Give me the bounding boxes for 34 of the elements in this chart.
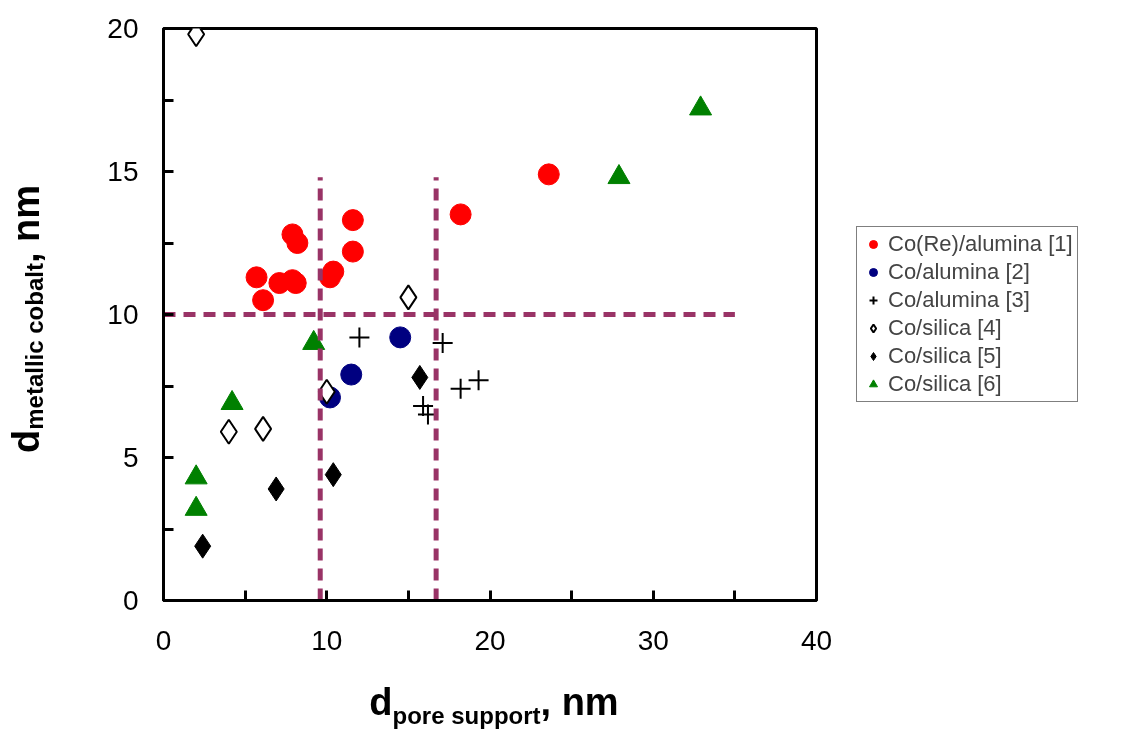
point: [322, 260, 345, 283]
point: [449, 377, 472, 400]
point: [467, 369, 490, 392]
legend-label: Co(Re)/alumina [1]: [888, 231, 1073, 257]
point: [348, 326, 371, 349]
point: [219, 418, 238, 445]
y-tick-label: 15: [107, 156, 139, 187]
point: [431, 332, 454, 355]
legend-label: Co/silica [6]: [888, 371, 1002, 397]
legend-label: Co/alumina [2]: [888, 259, 1030, 285]
point: [245, 266, 268, 289]
point: [341, 209, 364, 232]
point: [286, 232, 309, 254]
y-tick-label: 10: [107, 299, 139, 330]
point: [449, 203, 472, 226]
point: [399, 284, 418, 311]
point: [340, 363, 363, 386]
legend-label: Co/silica [4]: [888, 315, 1002, 341]
point: [254, 415, 273, 442]
point: [537, 163, 560, 186]
x-tick-label: 30: [637, 624, 669, 656]
x-tick-label: 20: [474, 624, 506, 656]
x-tick-label: 0: [155, 624, 172, 656]
point: [389, 326, 412, 349]
point: [252, 289, 275, 312]
point: [341, 240, 364, 263]
y-tick-label: 20: [107, 13, 139, 44]
x-axis-title: d$_{pore support}$, nm: [368, 681, 620, 730]
x-tick-label: 40: [800, 624, 833, 656]
y-tick-label: 5: [122, 442, 139, 473]
legend-label: Co/silica [5]: [888, 343, 1002, 369]
legend-label: Co/alumina [3]: [888, 287, 1030, 313]
x-tick-label: 10: [311, 624, 343, 656]
y-tick-label: 0: [122, 585, 139, 616]
